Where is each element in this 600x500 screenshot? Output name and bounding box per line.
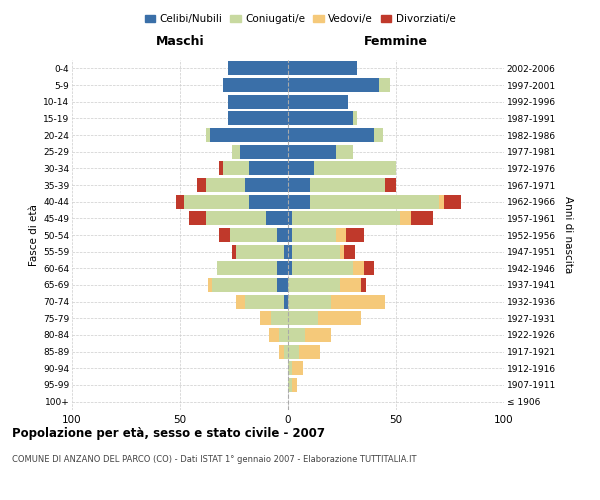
Bar [318,311,361,326]
Bar [288,278,340,292]
Bar [411,211,433,226]
Bar [288,162,314,175]
Text: Popolazione per età, sesso e stato civile - 2007: Popolazione per età, sesso e stato civil… [12,428,325,440]
Bar [443,194,461,209]
Bar [288,328,305,342]
Bar [176,194,184,209]
Bar [184,194,249,209]
Y-axis label: Anni di nascita: Anni di nascita [563,196,573,274]
Bar [249,194,288,209]
Bar [206,128,210,142]
Bar [236,244,284,259]
Bar [277,278,288,292]
Bar [266,211,288,226]
Bar [288,62,357,76]
Bar [288,294,331,308]
Bar [335,144,353,159]
Bar [292,261,353,276]
Text: Maschi: Maschi [155,36,205,49]
Bar [227,94,288,109]
Bar [188,211,206,226]
Bar [232,244,236,259]
Bar [340,244,344,259]
Bar [292,378,296,392]
Bar [385,178,396,192]
Bar [314,162,396,175]
Y-axis label: Fasce di età: Fasce di età [29,204,39,266]
Bar [223,162,249,175]
Bar [288,228,292,242]
Bar [288,78,379,92]
Bar [288,128,374,142]
Bar [288,244,292,259]
Bar [288,361,292,376]
Bar [284,294,288,308]
Bar [277,228,288,242]
Bar [346,228,364,242]
Bar [219,162,223,175]
Bar [230,228,277,242]
Bar [212,278,277,292]
Bar [223,78,288,92]
Bar [197,178,206,192]
Bar [249,162,288,175]
Bar [260,311,271,326]
Bar [292,211,400,226]
Bar [331,294,385,308]
Bar [353,112,357,126]
Bar [292,228,335,242]
Bar [271,311,288,326]
Bar [227,62,288,76]
Bar [245,294,284,308]
Bar [288,344,299,359]
Bar [280,328,288,342]
Bar [245,178,288,192]
Bar [232,144,241,159]
Bar [219,228,230,242]
Bar [374,128,383,142]
Bar [379,78,389,92]
Bar [206,178,245,192]
Bar [217,261,277,276]
Bar [335,228,346,242]
Bar [361,278,366,292]
Bar [227,112,288,126]
Bar [288,144,335,159]
Bar [288,112,353,126]
Bar [269,328,280,342]
Text: COMUNE DI ANZANO DEL PARCO (CO) - Dati ISTAT 1° gennaio 2007 - Elaborazione TUTT: COMUNE DI ANZANO DEL PARCO (CO) - Dati I… [12,455,416,464]
Bar [288,94,349,109]
Bar [439,194,443,209]
Legend: Celibi/Nubili, Coniugati/e, Vedovi/e, Divorziati/e: Celibi/Nubili, Coniugati/e, Vedovi/e, Di… [140,10,460,29]
Bar [241,144,288,159]
Bar [210,128,288,142]
Bar [277,261,288,276]
Bar [236,294,245,308]
Bar [288,178,310,192]
Bar [288,261,292,276]
Bar [292,361,303,376]
Text: Femmine: Femmine [364,36,428,49]
Bar [364,261,374,276]
Bar [344,244,355,259]
Bar [208,278,212,292]
Bar [400,211,411,226]
Bar [206,211,266,226]
Bar [284,244,288,259]
Bar [340,278,361,292]
Bar [284,344,288,359]
Bar [288,378,292,392]
Bar [299,344,320,359]
Bar [310,194,439,209]
Bar [305,328,331,342]
Bar [288,211,292,226]
Bar [280,344,284,359]
Bar [288,311,318,326]
Bar [292,244,340,259]
Bar [288,194,310,209]
Bar [310,178,385,192]
Bar [353,261,364,276]
